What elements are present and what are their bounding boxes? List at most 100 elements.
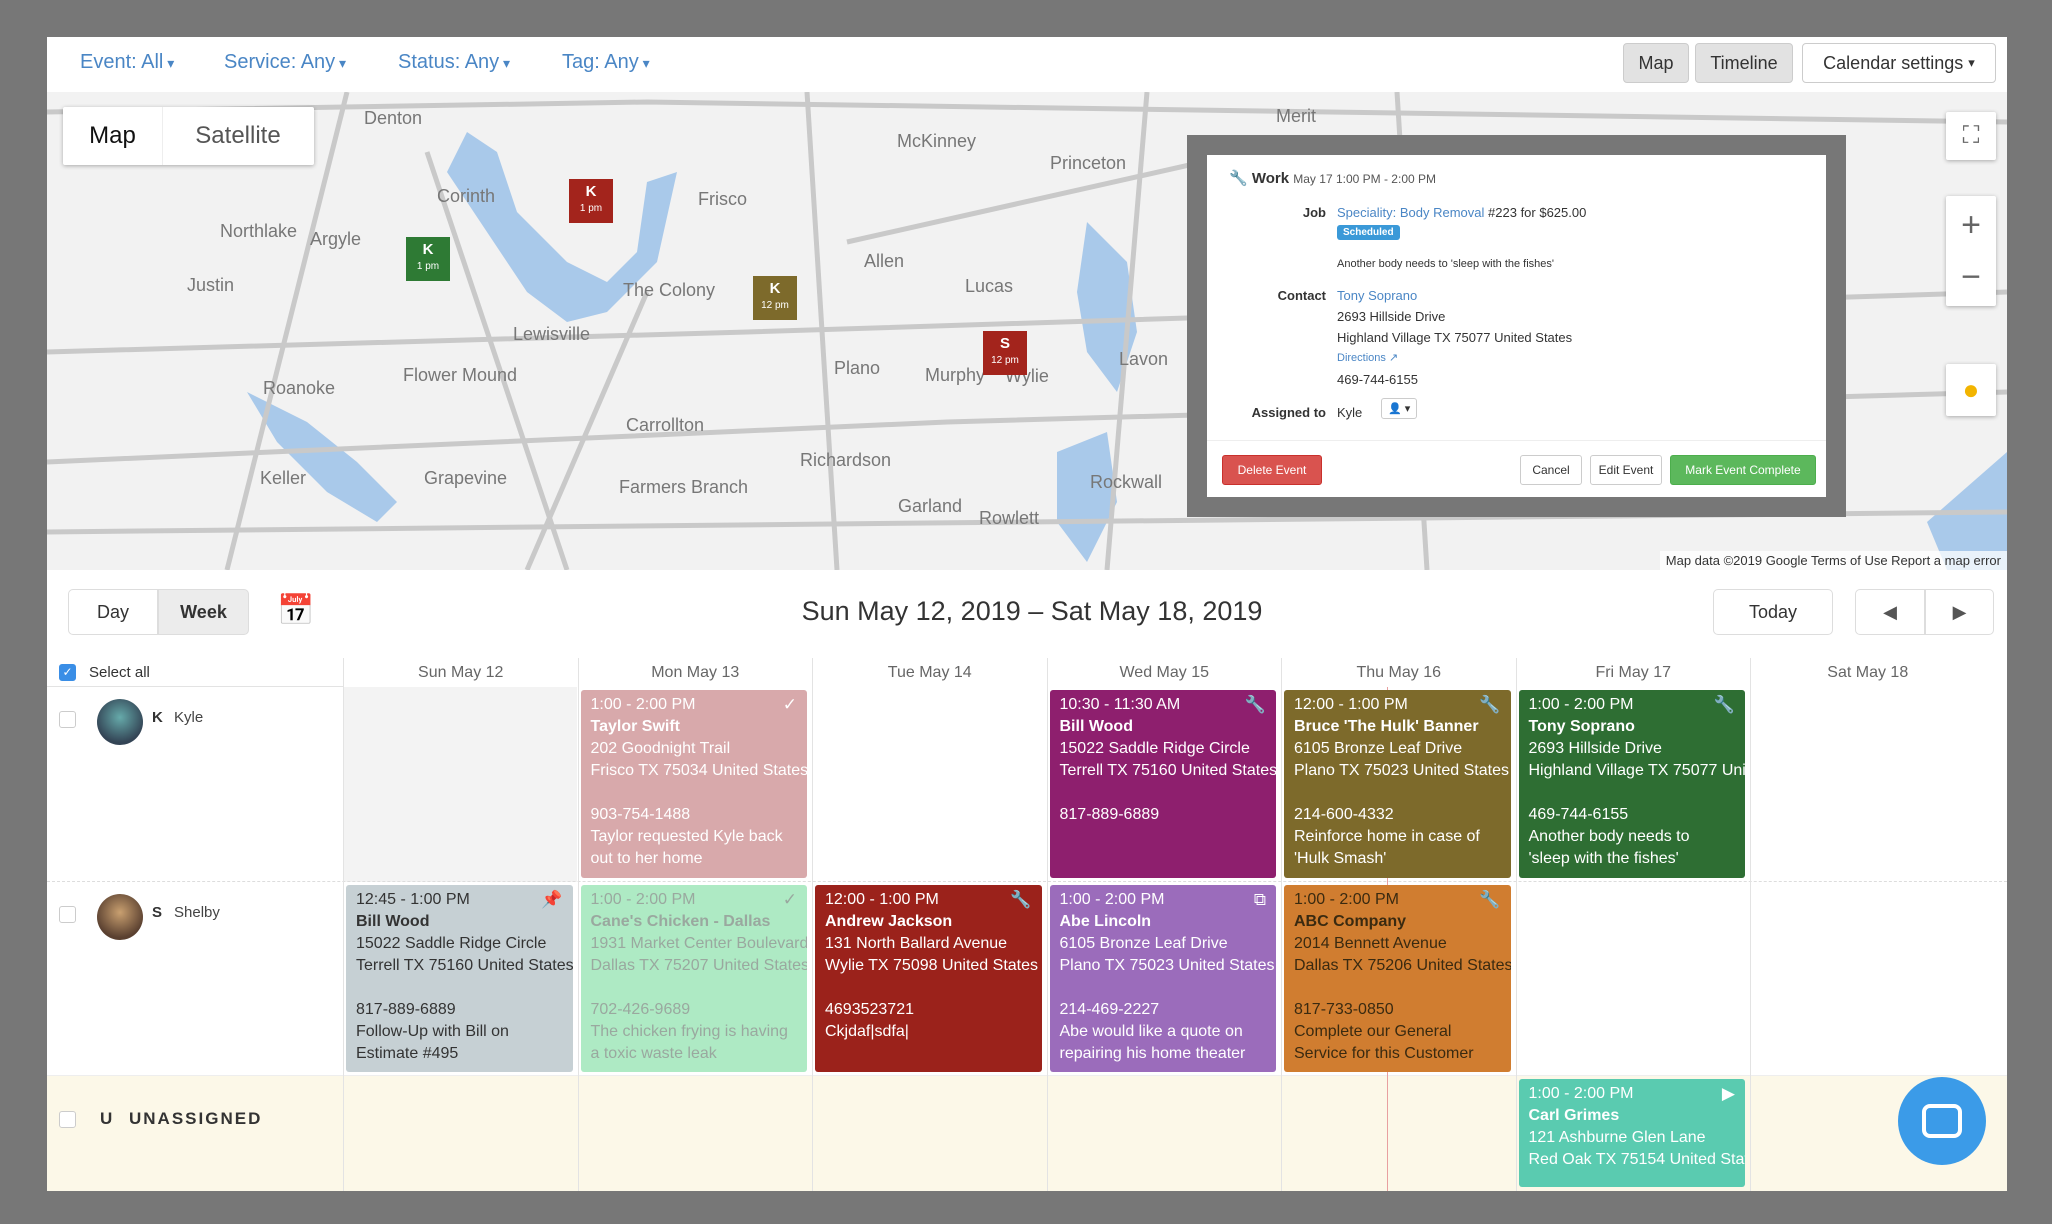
calendar-settings-label: Calendar settings — [1823, 52, 1964, 73]
contact-link[interactable]: Tony Soprano — [1337, 288, 1418, 303]
event-address-2: Dallas TX 75207 United States — [590, 957, 808, 974]
calendar-event[interactable]: ▶ 1:00 - 2:00 PM Carl Grimes 121 Ashburn… — [1518, 1079, 1745, 1187]
next-week-button[interactable]: ▶ — [1925, 589, 1994, 635]
row-checkbox[interactable] — [59, 906, 76, 923]
event-note: Abe would like a quote on repairing his … — [1059, 1023, 1246, 1062]
popup-title: 🔧 Work May 17 1:00 PM - 2:00 PM — [1229, 169, 1436, 187]
row-checkbox[interactable] — [59, 1111, 76, 1128]
event-spacer — [1529, 782, 1736, 804]
pegman-icon[interactable]: ● — [1946, 364, 1996, 416]
contact-label: Contact — [1277, 288, 1326, 303]
prev-week-button[interactable]: ◀ — [1855, 589, 1925, 635]
map-label: Argyle — [310, 229, 361, 249]
zoom-in-icon[interactable]: + — [1961, 206, 1981, 244]
event-customer: Bill Wood — [356, 913, 430, 930]
mark-complete-button[interactable]: Mark Event Complete — [1670, 455, 1816, 485]
job-label: Job — [1302, 205, 1326, 220]
service-filter[interactable]: Service: Any — [224, 51, 346, 74]
event-note: Ckjdaf|sdfa| — [825, 1023, 909, 1040]
event-address-1: 15022 Saddle Ridge Circle — [1059, 740, 1250, 757]
fullscreen-icon[interactable]: ⛶ — [1946, 112, 1996, 160]
wrench-icon: 🔧 — [1229, 170, 1248, 187]
day-header: Sat May 18 — [1750, 658, 1985, 687]
event-address-2: Highland Village TX 75077 United States — [1528, 762, 1746, 779]
contact-phone: 469-744-6155 — [1337, 372, 1418, 387]
play-circle-icon: ▶ — [1721, 1084, 1735, 1103]
event-note: Reinforce home in case of 'Hulk Smash' — [1294, 828, 1480, 867]
job-rest: #223 for $625.00 — [1488, 205, 1587, 220]
event-phone: 817-733-0850 — [1294, 1001, 1394, 1018]
event-phone: 214-600-4332 — [1294, 806, 1394, 823]
event-note: Complete our General Service for this Cu… — [1294, 1023, 1474, 1062]
event-time: 1:00 - 2:00 PM — [590, 696, 696, 713]
event-filter[interactable]: Event: All — [80, 51, 174, 74]
status-filter[interactable]: Status: Any — [398, 51, 510, 74]
chat-icon — [1922, 1104, 1962, 1138]
row-checkbox[interactable] — [59, 711, 76, 728]
pin-icon: 📌 — [541, 890, 563, 909]
map-marker[interactable]: K 1 pm — [406, 237, 450, 281]
map-marker[interactable]: K 12 pm — [753, 276, 797, 320]
map-marker[interactable]: S 12 pm — [983, 331, 1027, 375]
marker-letter: S — [999, 335, 1010, 352]
calendar-event[interactable]: 🔧 12:00 - 1:00 PM Bruce 'The Hulk' Banne… — [1284, 690, 1511, 878]
calendar-event[interactable]: 🔧 12:00 - 1:00 PM Andrew Jackson 131 Nor… — [815, 885, 1042, 1072]
calendar-event[interactable]: 🔧 1:00 - 2:00 PM ABC Company 2014 Bennet… — [1284, 885, 1511, 1072]
map-type-map[interactable]: Map — [63, 107, 163, 165]
map-view-button[interactable]: Map — [1623, 43, 1689, 83]
event-customer: ABC Company — [1294, 913, 1407, 930]
zoom-control: + − — [1946, 196, 1996, 306]
event-time: 10:30 - 11:30 AM — [1059, 696, 1181, 713]
job-link[interactable]: Speciality: Body Removal — [1337, 205, 1485, 220]
tag-filter[interactable]: Tag: Any — [562, 51, 650, 74]
resource-name: Kyle — [174, 709, 204, 726]
event-note: The chicken frying is having a toxic was… — [590, 1023, 788, 1062]
event-address-2: Terrell TX 75160 United States — [356, 957, 573, 974]
select-all-checkbox[interactable]: ✓ — [59, 664, 76, 681]
calendar-event[interactable]: 📌 12:45 - 1:00 PM Bill Wood 15022 Saddle… — [346, 885, 573, 1072]
assign-dropdown[interactable]: 👤 ▾ — [1381, 398, 1418, 419]
event-popup: 🔧 Work May 17 1:00 PM - 2:00 PM Job Spec… — [1187, 135, 1846, 517]
job-note: Another body needs to 'sleep with the fi… — [1337, 258, 1555, 270]
event-phone: 4693523721 — [825, 1001, 914, 1018]
map-attribution[interactable]: Map data ©2019 Google Terms of Use Repor… — [1659, 551, 2007, 570]
event-spacer — [1060, 782, 1267, 804]
calendar-event[interactable]: ⧉ 1:00 - 2:00 PM Abe Lincoln 6105 Bronze… — [1049, 885, 1276, 1072]
event-address-2: Plano TX 75023 United States — [1294, 762, 1509, 779]
delete-event-button[interactable]: Delete Event — [1222, 455, 1322, 485]
calendar-event[interactable]: ✓ 1:00 - 2:00 PM Cane's Chicken - Dallas… — [580, 885, 808, 1072]
contact-address-1: 2693 Hillside Drive — [1337, 309, 1446, 324]
day-view-button[interactable]: Day — [68, 589, 158, 635]
zoom-out-icon[interactable]: − — [1961, 258, 1981, 296]
job-value: Speciality: Body Removal #223 for $625.0… — [1337, 205, 1586, 220]
resource-initial: K — [152, 709, 163, 726]
day-header: Wed May 15 — [1046, 658, 1282, 687]
assigned-label: Assigned to — [1251, 405, 1326, 420]
event-customer: Bruce 'The Hulk' Banner — [1294, 718, 1479, 735]
check-icon: ✓ — [782, 890, 797, 909]
cancel-button[interactable]: Cancel — [1520, 455, 1582, 485]
calendar-event[interactable]: 🔧 1:00 - 2:00 PM Tony Soprano 2693 Hills… — [1518, 690, 1746, 878]
timeline-view-button[interactable]: Timeline — [1695, 43, 1793, 83]
week-view-button[interactable]: Week — [158, 589, 249, 635]
event-address-2: Wylie TX 75098 United States — [825, 957, 1039, 974]
map[interactable]: Denton Frisco McKinney Princeton Northla… — [47, 92, 2007, 570]
edit-event-button[interactable]: Edit Event — [1590, 455, 1662, 485]
calendar-event[interactable]: ✓ 1:00 - 2:00 PM Taylor Swift 202 Goodni… — [580, 690, 807, 878]
event-customer: Carl Grimes — [1528, 1107, 1620, 1124]
calendar-settings-button[interactable]: Calendar settings ▾ — [1802, 43, 1996, 83]
map-label: Frisco — [698, 189, 747, 209]
map-type-satellite[interactable]: Satellite — [195, 122, 281, 149]
today-button[interactable]: Today — [1713, 589, 1833, 635]
map-label: Carrollton — [626, 415, 704, 435]
event-spacer — [825, 977, 1032, 999]
event-note: Follow-Up with Bill on Estimate #495 — [356, 1023, 509, 1062]
map-marker[interactable]: K 1 pm — [569, 179, 613, 223]
calendar-event[interactable]: 🔧 10:30 - 11:30 AM Bill Wood 15022 Saddl… — [1049, 690, 1276, 878]
chat-launcher-button[interactable] — [1898, 1077, 1986, 1165]
event-phone: 903-754-1488 — [590, 806, 691, 823]
event-address-1: 2693 Hillside Drive — [1528, 740, 1662, 757]
map-type-control: Map Satellite — [63, 107, 314, 165]
directions-link[interactable]: Directions ↗ — [1337, 351, 1398, 364]
calendar-picker-icon[interactable]: 📅 — [277, 594, 315, 627]
